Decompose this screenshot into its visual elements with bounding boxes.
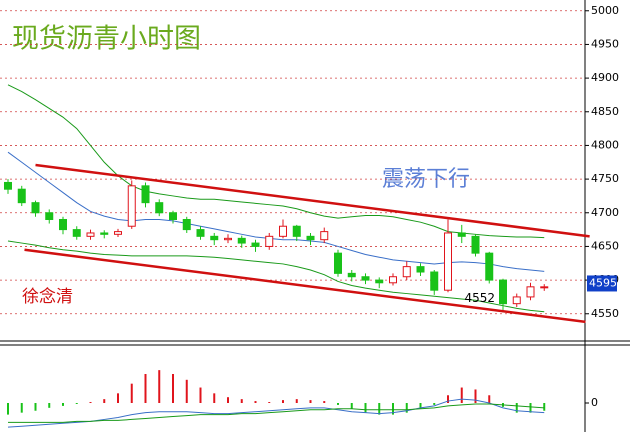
candle-body: [251, 242, 260, 247]
candle-body: [402, 266, 411, 278]
y-tick-label: 5000: [591, 4, 619, 17]
candle-body: [361, 276, 370, 281]
candle-body: [265, 235, 274, 247]
candle-body: [224, 237, 232, 241]
candle-body: [100, 232, 109, 235]
last-price-label: 4595: [589, 276, 617, 289]
candle-body: [237, 237, 246, 244]
candle-body: [86, 232, 95, 237]
candle-body: [416, 266, 425, 273]
candle-body: [320, 231, 329, 241]
candle-body: [430, 271, 439, 291]
trend-line: [35, 163, 590, 238]
candle-body: [4, 181, 12, 190]
trend-line: [24, 248, 586, 324]
candle-body: [17, 188, 26, 204]
y-tick-label: 4750: [591, 172, 619, 185]
annotation: 震荡下行: [382, 167, 470, 192]
candle-body: [196, 229, 205, 237]
candle-body: [59, 218, 67, 231]
candle-body: [72, 229, 81, 237]
indicator-line: [7, 84, 545, 239]
candle-body: [375, 279, 384, 284]
candle-body: [512, 296, 521, 305]
candle-body: [540, 286, 549, 289]
low-label: 4552: [464, 291, 495, 305]
candle-body: [210, 235, 219, 241]
y-tick-label: 0: [591, 396, 598, 409]
y-tick-label: 4650: [591, 239, 619, 252]
y-tick-label: 4900: [591, 71, 619, 84]
candle-body: [182, 218, 191, 231]
candle-body: [127, 185, 136, 227]
candle-body: [334, 252, 342, 274]
y-tick-label: 4550: [591, 307, 619, 320]
indicator-line: [8, 403, 545, 423]
y-tick-label: 4850: [591, 105, 619, 118]
candle-body: [292, 225, 301, 237]
candle-body: [526, 286, 535, 298]
last-price-box: [587, 275, 617, 292]
y-tick-label: 4800: [591, 138, 619, 151]
candle-body: [389, 276, 397, 284]
candle-body: [444, 232, 452, 291]
candle-body: [485, 252, 494, 281]
indicator-line: [7, 240, 545, 313]
candle-body: [306, 235, 315, 241]
candle-body: [114, 231, 122, 235]
indicator-line: [7, 151, 545, 272]
candle-body: [457, 232, 466, 237]
candle-body: [31, 202, 40, 214]
chart-title: 现货沥青小时图: [12, 24, 201, 55]
candle-body: [169, 212, 177, 220]
candle-body: [499, 279, 507, 305]
candle-body: [141, 185, 150, 204]
candle-body: [471, 235, 480, 254]
y-tick-label: 4700: [591, 206, 619, 219]
author: 徐念清: [22, 286, 73, 307]
candle-body: [155, 202, 164, 214]
candle-body: [347, 272, 356, 278]
candle-body: [279, 225, 287, 237]
candle-body: [45, 212, 54, 220]
y-tick-label: 4950: [591, 37, 619, 50]
